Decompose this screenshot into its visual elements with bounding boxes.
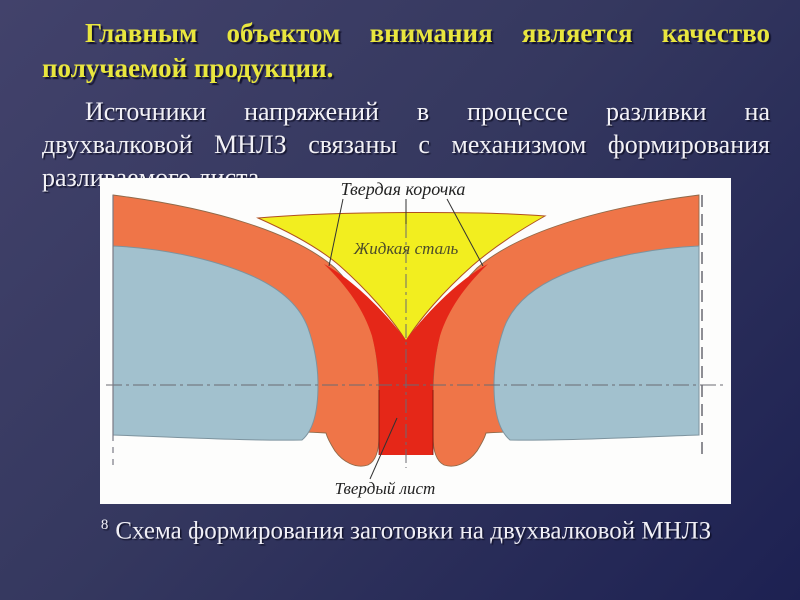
- diagram-canvas: Твердая корочка Жидкая сталь Твердый лис…: [106, 179, 726, 498]
- label-liquid-steel: Жидкая сталь: [353, 239, 459, 258]
- crust-label-leader-left: [328, 198, 344, 267]
- twin-roll-casting-diagram: Твердая корочка Жидкая сталь Твердый лис…: [100, 178, 731, 504]
- title-line-1: Главным объектом внимания является качес…: [85, 18, 770, 48]
- right-roll: [493, 245, 700, 441]
- slide-text-block: Главным объектом внимания является качес…: [42, 16, 770, 194]
- slide-title: Главным объектом внимания является качес…: [42, 16, 770, 86]
- sheet-edge-lines: [378, 390, 434, 455]
- left-roll: [112, 245, 319, 441]
- liquid-steel-pool: [256, 211, 547, 342]
- sheet-label-leader: [369, 417, 398, 480]
- paragraph-line-2: двухвалковой МНЛЗ связаны с механизмом ф…: [42, 130, 770, 159]
- paragraph-line-1: Источники напряжений в процессе разливки…: [85, 97, 770, 126]
- title-line-2: получаемой продукции.: [42, 53, 334, 83]
- crust-label-leader-right: [446, 198, 484, 267]
- figure-caption: 8 Схема формирования заготовки на двухвал…: [42, 505, 770, 551]
- slide-number: 8: [100, 517, 109, 533]
- slide-paragraph: Источники напряжений в процессе разливки…: [42, 95, 770, 194]
- label-solid-crust: Твердая корочка: [341, 179, 466, 199]
- label-solid-sheet: Твердый лист: [335, 479, 436, 498]
- figure-caption-text: Схема формирования заготовки на двухвалк…: [115, 517, 712, 545]
